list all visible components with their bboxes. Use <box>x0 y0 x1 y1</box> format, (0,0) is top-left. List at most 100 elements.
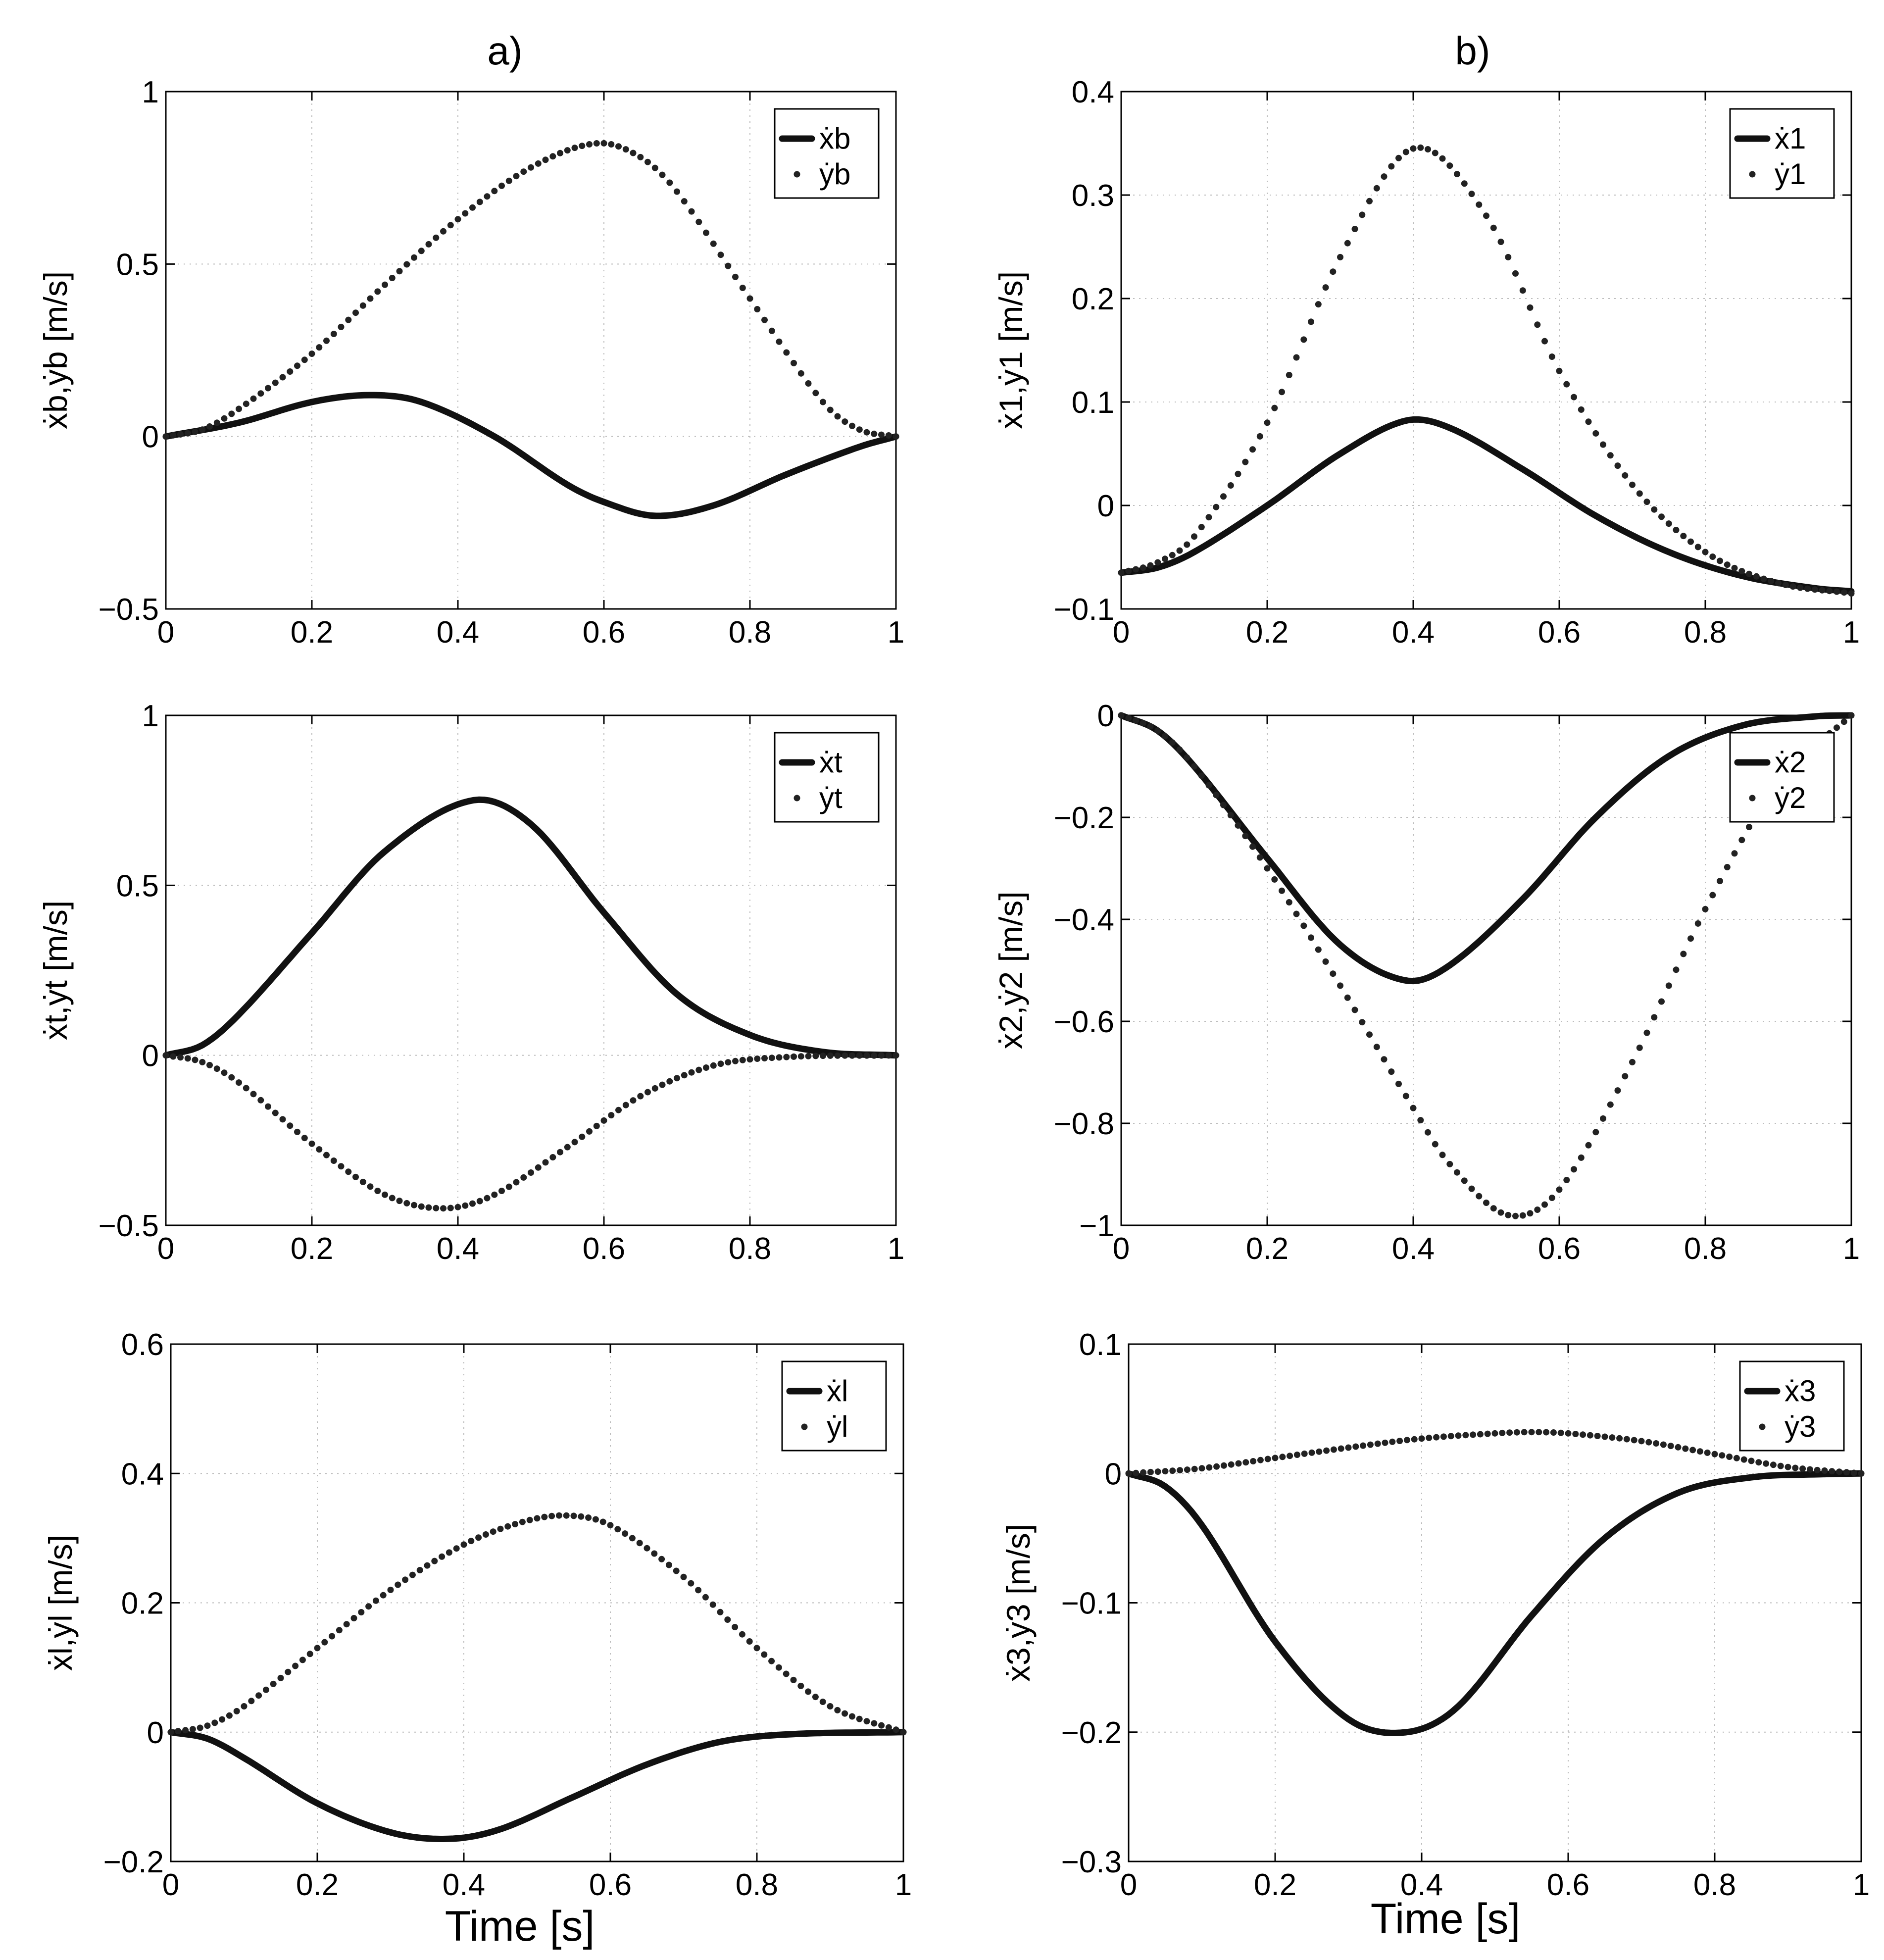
series-point <box>863 429 870 436</box>
series-point <box>1804 585 1811 592</box>
series-point <box>1176 746 1183 753</box>
series-point <box>257 1097 264 1104</box>
series-point <box>791 1053 797 1060</box>
series-point <box>301 356 308 363</box>
series-point <box>775 1664 782 1671</box>
series-point <box>1205 514 1212 521</box>
series-point <box>272 1109 279 1116</box>
series-point <box>812 1694 819 1701</box>
series-point <box>871 1720 878 1727</box>
series-point <box>170 432 177 439</box>
series-point <box>1272 1455 1279 1461</box>
series-point <box>630 150 637 156</box>
series-point <box>1651 1014 1658 1021</box>
series-point <box>1578 406 1585 413</box>
series-point <box>1250 1458 1257 1464</box>
series-point <box>505 1183 512 1190</box>
series-point <box>1293 910 1300 917</box>
plot-frame <box>170 1343 904 1862</box>
series-point <box>329 1633 336 1640</box>
x-tick-label: 1 <box>895 1868 912 1902</box>
series-point <box>878 431 885 438</box>
series-point <box>1484 1430 1491 1437</box>
series-point <box>856 1052 863 1059</box>
series-point <box>1140 1469 1147 1476</box>
y-axis-label: ẋ3,ẏ3 [m/s] <box>1000 1524 1037 1682</box>
series-point <box>1330 970 1337 977</box>
series-point <box>1147 562 1154 569</box>
series-point <box>1470 1431 1477 1438</box>
legend-entry: ẋ1 <box>1775 122 1806 155</box>
series-point <box>330 331 337 337</box>
series-point <box>535 160 542 167</box>
series-point <box>184 430 191 437</box>
series-point <box>754 1055 761 1062</box>
series-point <box>1528 1429 1535 1436</box>
series-point <box>314 1645 321 1652</box>
series-point <box>1622 1073 1629 1080</box>
series-point <box>622 146 629 153</box>
series-point <box>199 1058 206 1065</box>
series-point <box>1330 1446 1337 1453</box>
series-point <box>1645 1439 1652 1446</box>
series-line-ẋ3 <box>1125 1470 1865 1736</box>
series-point <box>1382 1439 1388 1446</box>
series-point <box>411 1202 417 1208</box>
series-point <box>695 1066 702 1073</box>
series-point <box>213 419 220 426</box>
legend-dot-swatch <box>1749 795 1756 802</box>
x-tick-label: 0.4 <box>437 1232 479 1266</box>
series-point <box>1571 394 1577 401</box>
series-point <box>1264 865 1271 872</box>
series-point <box>1770 1461 1777 1468</box>
series-point <box>1585 1142 1592 1149</box>
series-point <box>842 1710 848 1717</box>
x-axis-label-right: Time [s] <box>1371 1895 1521 1943</box>
series-point <box>1439 1152 1446 1158</box>
series-point <box>1843 1469 1850 1476</box>
series-point <box>1352 1443 1359 1450</box>
series-point <box>1227 482 1234 489</box>
series-point <box>1359 211 1366 218</box>
series-point <box>1506 1429 1513 1436</box>
series-point <box>365 1603 372 1610</box>
series-point <box>1417 144 1424 151</box>
series-point <box>1462 1432 1469 1439</box>
series-point <box>1704 1449 1711 1456</box>
series-point <box>1629 1058 1636 1065</box>
series-point <box>1402 1093 1409 1100</box>
series-point <box>199 426 206 433</box>
series-point <box>1206 1464 1213 1471</box>
series-point <box>1760 575 1767 582</box>
legend-dot-swatch <box>801 1423 808 1430</box>
series-point <box>1381 173 1388 180</box>
series-point <box>462 210 469 217</box>
series-point <box>182 1727 189 1734</box>
series-point <box>1665 982 1672 989</box>
series-point <box>1592 430 1599 437</box>
series-point <box>1519 287 1526 294</box>
series-point <box>1556 367 1563 374</box>
series-point <box>1374 1440 1381 1447</box>
x-tick-label: 0.8 <box>736 1868 778 1902</box>
series-point <box>1271 404 1278 411</box>
series-point <box>695 1587 702 1594</box>
y-axis-label: ẋ1,ẏ1 [m/s] <box>992 271 1029 429</box>
series-point <box>497 1525 504 1532</box>
x-tick-label: 0.4 <box>443 1868 485 1902</box>
series-point <box>1322 958 1329 965</box>
series-point <box>1133 1469 1140 1476</box>
series-point <box>651 1550 658 1557</box>
series-point <box>294 362 300 369</box>
y-tick-label: −0.1 <box>1054 593 1114 627</box>
series-point <box>265 1103 271 1110</box>
legend-entry: ẋl <box>827 1374 848 1407</box>
series-point <box>820 399 826 405</box>
series-point <box>848 1713 855 1720</box>
series-point <box>475 1534 482 1541</box>
series-point <box>513 173 520 180</box>
series-point <box>535 1164 542 1171</box>
series-point <box>629 1535 636 1542</box>
